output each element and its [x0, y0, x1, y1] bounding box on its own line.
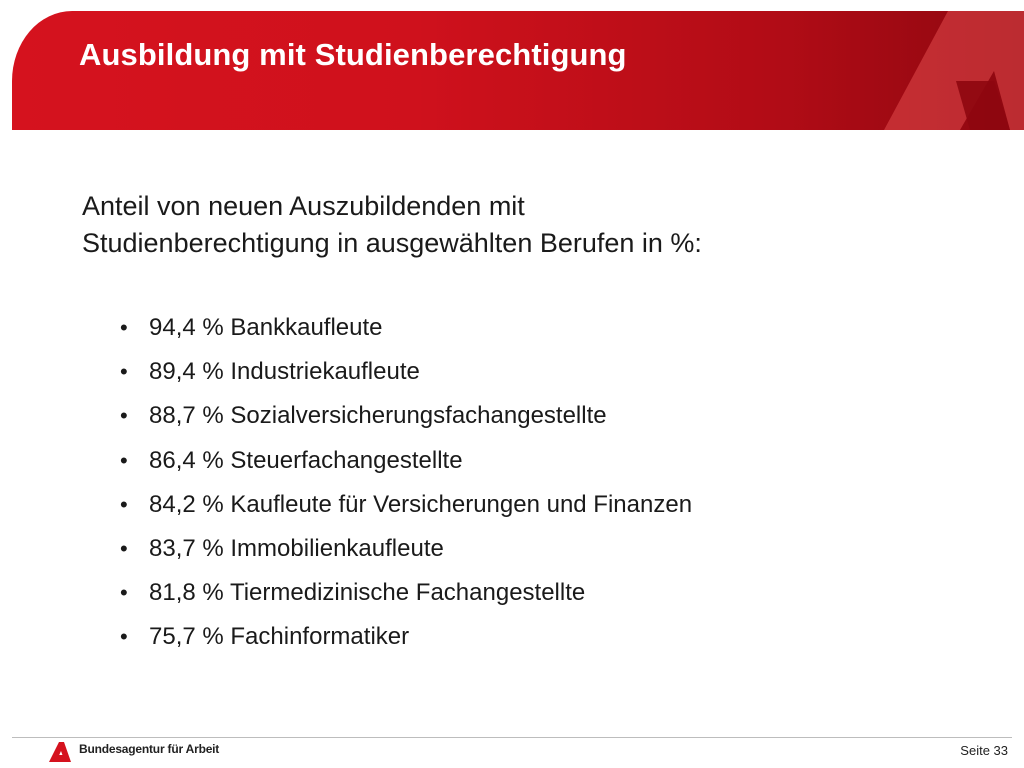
list-item-text: 89,4 % Industriekaufleute: [149, 358, 420, 386]
slide-subtitle: Anteil von neuen Auszubildenden mit Stud…: [82, 188, 962, 262]
page-title: Ausbildung mit Studienberechtigung: [79, 37, 627, 72]
list-item: • 75,7 % Fachinformatiker: [118, 619, 692, 663]
bullet-dot-icon: •: [120, 624, 128, 650]
list-item-text: 81,8 % Tiermedizinische Fachangestellte: [149, 579, 586, 607]
list-item: • 94,4 % Bankkaufleute: [118, 310, 692, 354]
footer-organization: Bundesagentur für Arbeit: [79, 742, 220, 756]
header-banner: Ausbildung mit Studienberechtigung: [12, 11, 1024, 130]
bullet-dot-icon: •: [120, 580, 128, 606]
list-item-text: 83,7 % Immobilienkaufleute: [149, 534, 444, 562]
ba-logo-watermark-icon: [884, 11, 1024, 130]
page-number: Seite 33: [960, 743, 1008, 758]
bullet-dot-icon: •: [120, 447, 128, 473]
ba-logo-icon: [49, 742, 71, 762]
bullet-dot-icon: •: [120, 359, 128, 385]
bullet-dot-icon: •: [120, 315, 128, 340]
bullet-dot-icon: •: [120, 491, 128, 517]
list-item: • 88,7 % Sozialversicherungsfachangestell…: [118, 398, 692, 442]
list-item-text: 88,7 % Sozialversicherungsfachangestellt…: [149, 402, 607, 430]
bullet-list: • 94,4 % Bankkaufleute • 89,4 % Industriek…: [118, 310, 692, 664]
list-item-text: 84,2 % Kaufleute für Versicherungen und …: [149, 490, 693, 518]
bullet-dot-icon: •: [120, 403, 128, 429]
footer-divider: [12, 737, 1012, 738]
list-item: • 84,2 % Kaufleute für Versicherungen und…: [118, 487, 692, 531]
list-item-text: 75,7 % Fachinformatiker: [149, 623, 410, 651]
subtitle-line-2: Studienberechtigung in ausgewählten Beru…: [82, 228, 702, 258]
list-item: • 86,4 % Steuerfachangestellte: [118, 443, 692, 487]
list-item: • 81,8 % Tiermedizinische Fachangestellte: [118, 575, 692, 619]
list-item-text: 94,4 % Bankkaufleute: [149, 314, 383, 341]
list-item: • 89,4 % Industriekaufleute: [118, 354, 692, 398]
bullet-dot-icon: •: [120, 535, 128, 561]
subtitle-line-1: Anteil von neuen Auszubildenden mit: [82, 191, 525, 221]
list-item: • 83,7 % Immobilienkaufleute: [118, 531, 692, 575]
list-item-text: 86,4 % Steuerfachangestellte: [149, 446, 463, 474]
